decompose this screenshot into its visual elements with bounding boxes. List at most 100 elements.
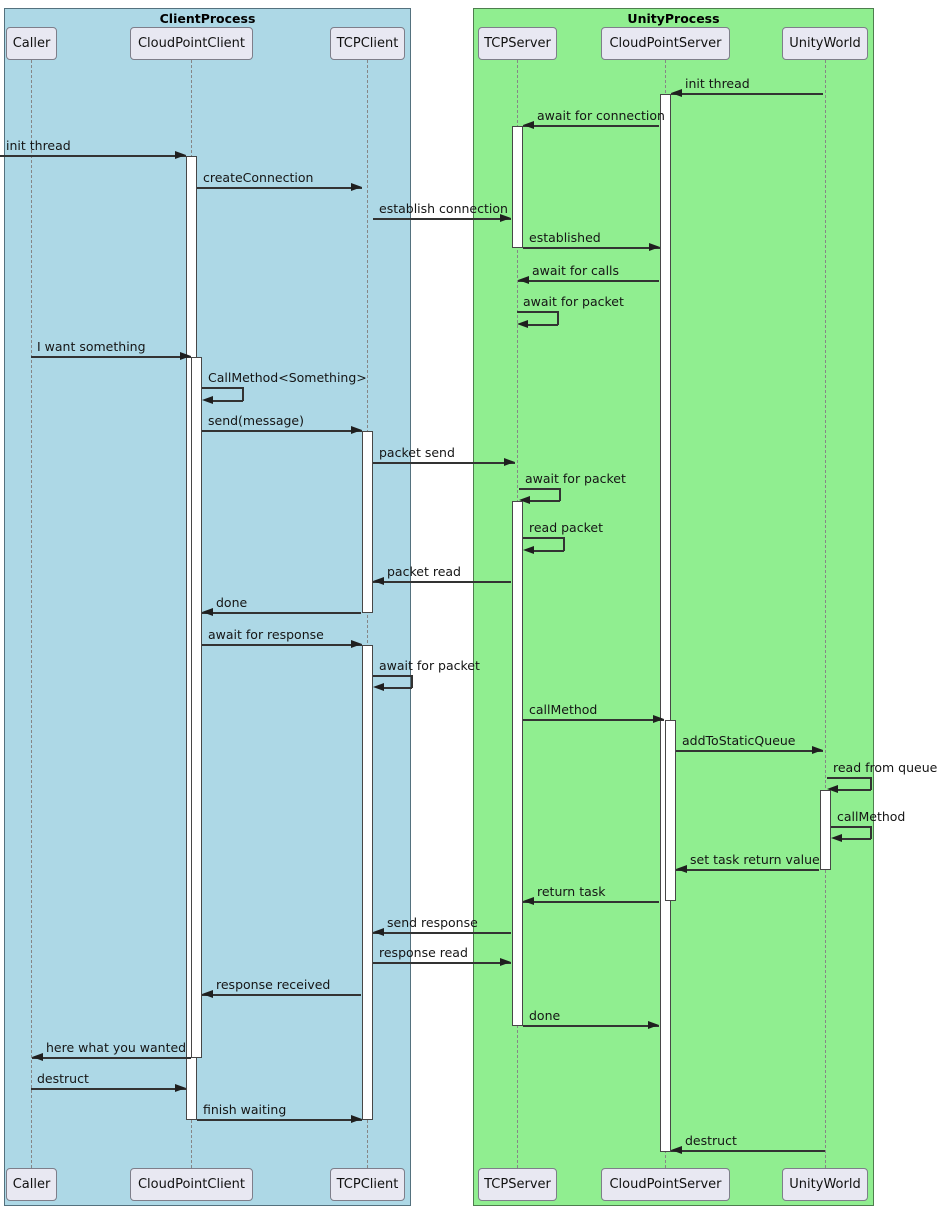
participant-cloudpointserver-top: CloudPointServer [601,27,730,60]
message-label-response-received: response received [216,977,331,992]
arrowhead-await-for-packet [373,683,384,691]
lifeline-unityworld [825,60,826,1168]
self-message-bottom-await-for-packet [381,687,412,689]
participant-tcpclient-bottom: TCPClient [330,1168,405,1201]
message-line-response-received [202,994,361,996]
self-message-bottom-read-from-queue [835,789,871,791]
arrowhead-await-for-response [351,640,362,648]
participant-caller-top: Caller [6,27,57,60]
lifeline-tcpclient [367,60,368,1168]
self-message-bottom-await-for-packet [527,500,560,502]
message-label-packet-send: packet send [379,445,455,460]
message-label-read-from-queue: read from queue [833,760,938,775]
arrowhead-response-read [500,958,511,966]
message-label-finish-waiting: finish waiting [203,1102,287,1117]
self-message-top-callmethod [831,826,871,828]
arrowhead-callmethod [653,715,664,723]
arrowhead-destruct [175,1084,186,1092]
message-label-await-for-packet: await for packet [525,471,626,486]
participant-cloudpointclient-bottom: CloudPointClient [130,1168,253,1201]
message-label-callmethod-something: CallMethod<Something> [208,370,367,385]
message-label-done: done [216,595,248,610]
self-message-side-callmethod [870,826,872,839]
message-line-here-what-you-wanted [32,1057,191,1059]
lifeline-caller [31,60,32,1168]
activation-tcpserver-4 [512,126,523,248]
participant-unityworld-top: UnityWorld [782,27,868,60]
message-line-destruct [671,1150,825,1152]
arrowhead-read-packet [523,546,534,554]
arrowhead-send-message [351,426,362,434]
arrowhead-finish-waiting [351,1115,362,1123]
message-line-response-read [373,962,511,964]
arrowhead-done [202,608,213,616]
activation-cloudpointserver-6 [660,94,671,1152]
self-message-bottom-await-for-packet [525,324,558,326]
self-message-side-callmethod-something [242,387,244,401]
message-label-established: established [529,230,601,245]
arrowhead-init-thread [175,151,186,159]
message-line-return-task [523,901,659,903]
message-line-await-for-connection [523,125,659,127]
arrowhead-await-for-packet [519,496,530,504]
arrowhead-packet-read [373,577,384,585]
participant-tcpclient-top: TCPClient [330,27,405,60]
message-label-set-task-return-value: set task return value [690,852,820,867]
message-line-established [523,247,660,249]
message-label-return-task: return task [537,884,606,899]
arrowhead-createconnection [351,183,362,191]
process-frame-unity [473,8,874,1206]
message-label-await-for-response: await for response [208,627,324,642]
process-frame-client [4,8,411,1206]
message-line-await-for-calls [518,280,659,282]
message-line-establish-connection [373,218,511,220]
message-label-destruct: destruct [685,1133,737,1148]
participant-unityworld-bottom: UnityWorld [782,1168,868,1201]
self-message-side-await-for-packet [557,311,559,325]
participant-tcpserver-top: TCPServer [478,27,557,60]
message-line-await-for-response [202,644,362,646]
participant-cloudpointserver-bottom: CloudPointServer [601,1168,730,1201]
message-label-await-for-packet: await for packet [379,658,480,673]
participant-tcpserver-bottom: TCPServer [478,1168,557,1201]
self-message-side-await-for-packet [559,488,561,501]
message-label-await-for-packet: await for packet [523,294,624,309]
participant-cloudpointclient-top: CloudPointClient [130,27,253,60]
arrowhead-packet-send [504,458,515,466]
message-label-createconnection: createConnection [203,170,314,185]
message-line-finish-waiting [197,1119,362,1121]
self-message-top-await-for-packet [519,488,560,490]
self-message-top-callmethod-something [202,387,243,389]
arrowhead-here-what-you-wanted [32,1053,43,1061]
self-message-side-await-for-packet [411,675,413,688]
arrowhead-send-response [373,928,384,936]
arrowhead-return-task [523,897,534,905]
participant-caller-bottom: Caller [6,1168,57,1201]
self-message-bottom-callmethod [839,838,871,840]
message-label-send-message: send(message) [208,413,304,428]
message-label-callmethod: callMethod [837,809,906,824]
activation-tcpclient-3 [362,645,373,1120]
arrowhead-read-from-queue [827,785,838,793]
message-line-i-want-something [31,356,191,358]
message-label-establish-connection: establish connection [379,201,508,216]
message-line-packet-read [373,581,511,583]
message-label-addtostaticqueue: addToStaticQueue [682,733,796,748]
activation-cloudpointclient-1 [191,357,202,1058]
activation-cloudpointserver-7 [665,720,676,901]
message-label-await-for-calls: await for calls [532,263,620,278]
message-label-destruct: destruct [37,1071,89,1086]
arrowhead-callmethod-something [202,396,213,404]
arrowhead-response-received [202,990,213,998]
message-line-addtostaticqueue [676,750,823,752]
message-label-response-read: response read [379,945,468,960]
message-label-here-what-you-wanted: here what you wanted [46,1040,187,1055]
arrowhead-i-want-something [180,352,191,360]
message-line-destruct [31,1088,186,1090]
arrowhead-establish-connection [500,214,511,222]
arrowhead-await-for-connection [523,121,534,129]
message-line-init-thread [671,93,823,95]
arrowhead-done [648,1021,659,1029]
activation-tcpclient-2 [362,431,373,613]
